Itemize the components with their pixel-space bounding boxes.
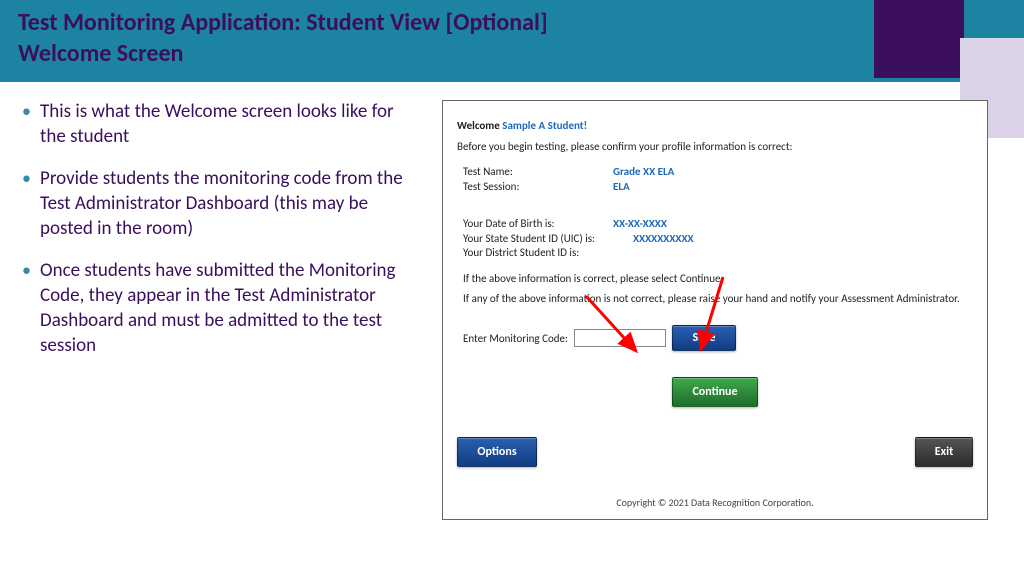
profile-info-block-2: Your Date of Birth is: XX-XX-XXXX Your S… <box>463 217 973 262</box>
continue-button[interactable]: Continue <box>672 377 758 407</box>
slide-header: Test Monitoring Application: Student Vie… <box>0 0 1024 82</box>
confirm-msg: If the above information is correct, ple… <box>463 271 973 287</box>
profile-info-block-1: Test Name: Grade XX ELA Test Session: EL… <box>463 165 973 195</box>
exit-button[interactable]: Exit <box>915 437 973 467</box>
welcome-line: Welcome Sample A Student! <box>457 119 973 132</box>
incorrect-msg: If any of the above information is not c… <box>463 291 973 307</box>
info-value: ELA <box>613 180 630 195</box>
info-row: Your State Student ID (UIC) is: XXXXXXXX… <box>463 232 973 247</box>
welcome-prefix: Welcome <box>457 119 502 132</box>
bullet-item: Provide students the monitoring code fro… <box>18 167 418 241</box>
info-label: Your District Student ID is: <box>463 246 633 261</box>
info-label: Your Date of Birth is: <box>463 217 613 232</box>
student-name: Sample A Student! <box>502 119 587 132</box>
slide-title: Test Monitoring Application: Student Vie… <box>18 8 1006 69</box>
info-row: Test Name: Grade XX ELA <box>463 165 973 180</box>
options-button[interactable]: Options <box>457 437 537 467</box>
info-row: Your Date of Birth is: XX-XX-XXXX <box>463 217 973 232</box>
copyright-text: Copyright © 2021 Data Recognition Corpor… <box>443 496 987 509</box>
code-label: Enter Monitoring Code: <box>463 332 568 345</box>
bullet-item: Once students have submitted the Monitor… <box>18 259 418 358</box>
info-value: Grade XX ELA <box>613 165 674 180</box>
info-row: Test Session: ELA <box>463 180 973 195</box>
monitoring-code-input[interactable] <box>574 329 666 347</box>
bullet-list: This is what the Welcome screen looks li… <box>18 100 418 520</box>
intro-text: Before you begin testing, please confirm… <box>457 140 973 153</box>
monitoring-code-row: Enter Monitoring Code: Save <box>463 325 973 351</box>
welcome-screen-panel: Welcome Sample A Student! Before you beg… <box>442 100 988 520</box>
info-value: XX-XX-XXXX <box>613 217 667 232</box>
info-label: Test Name: <box>463 165 613 180</box>
decor-square-dark <box>874 0 964 78</box>
title-line-1: Test Monitoring Application: Student Vie… <box>18 8 548 37</box>
save-button[interactable]: Save <box>672 325 736 351</box>
info-label: Your State Student ID (UIC) is: <box>463 232 633 247</box>
title-line-2: Welcome Screen <box>18 39 183 68</box>
bullet-item: This is what the Welcome screen looks li… <box>18 100 418 149</box>
info-value: XXXXXXXXXX <box>633 232 694 247</box>
info-label: Test Session: <box>463 180 613 195</box>
info-row: Your District Student ID is: <box>463 246 973 261</box>
